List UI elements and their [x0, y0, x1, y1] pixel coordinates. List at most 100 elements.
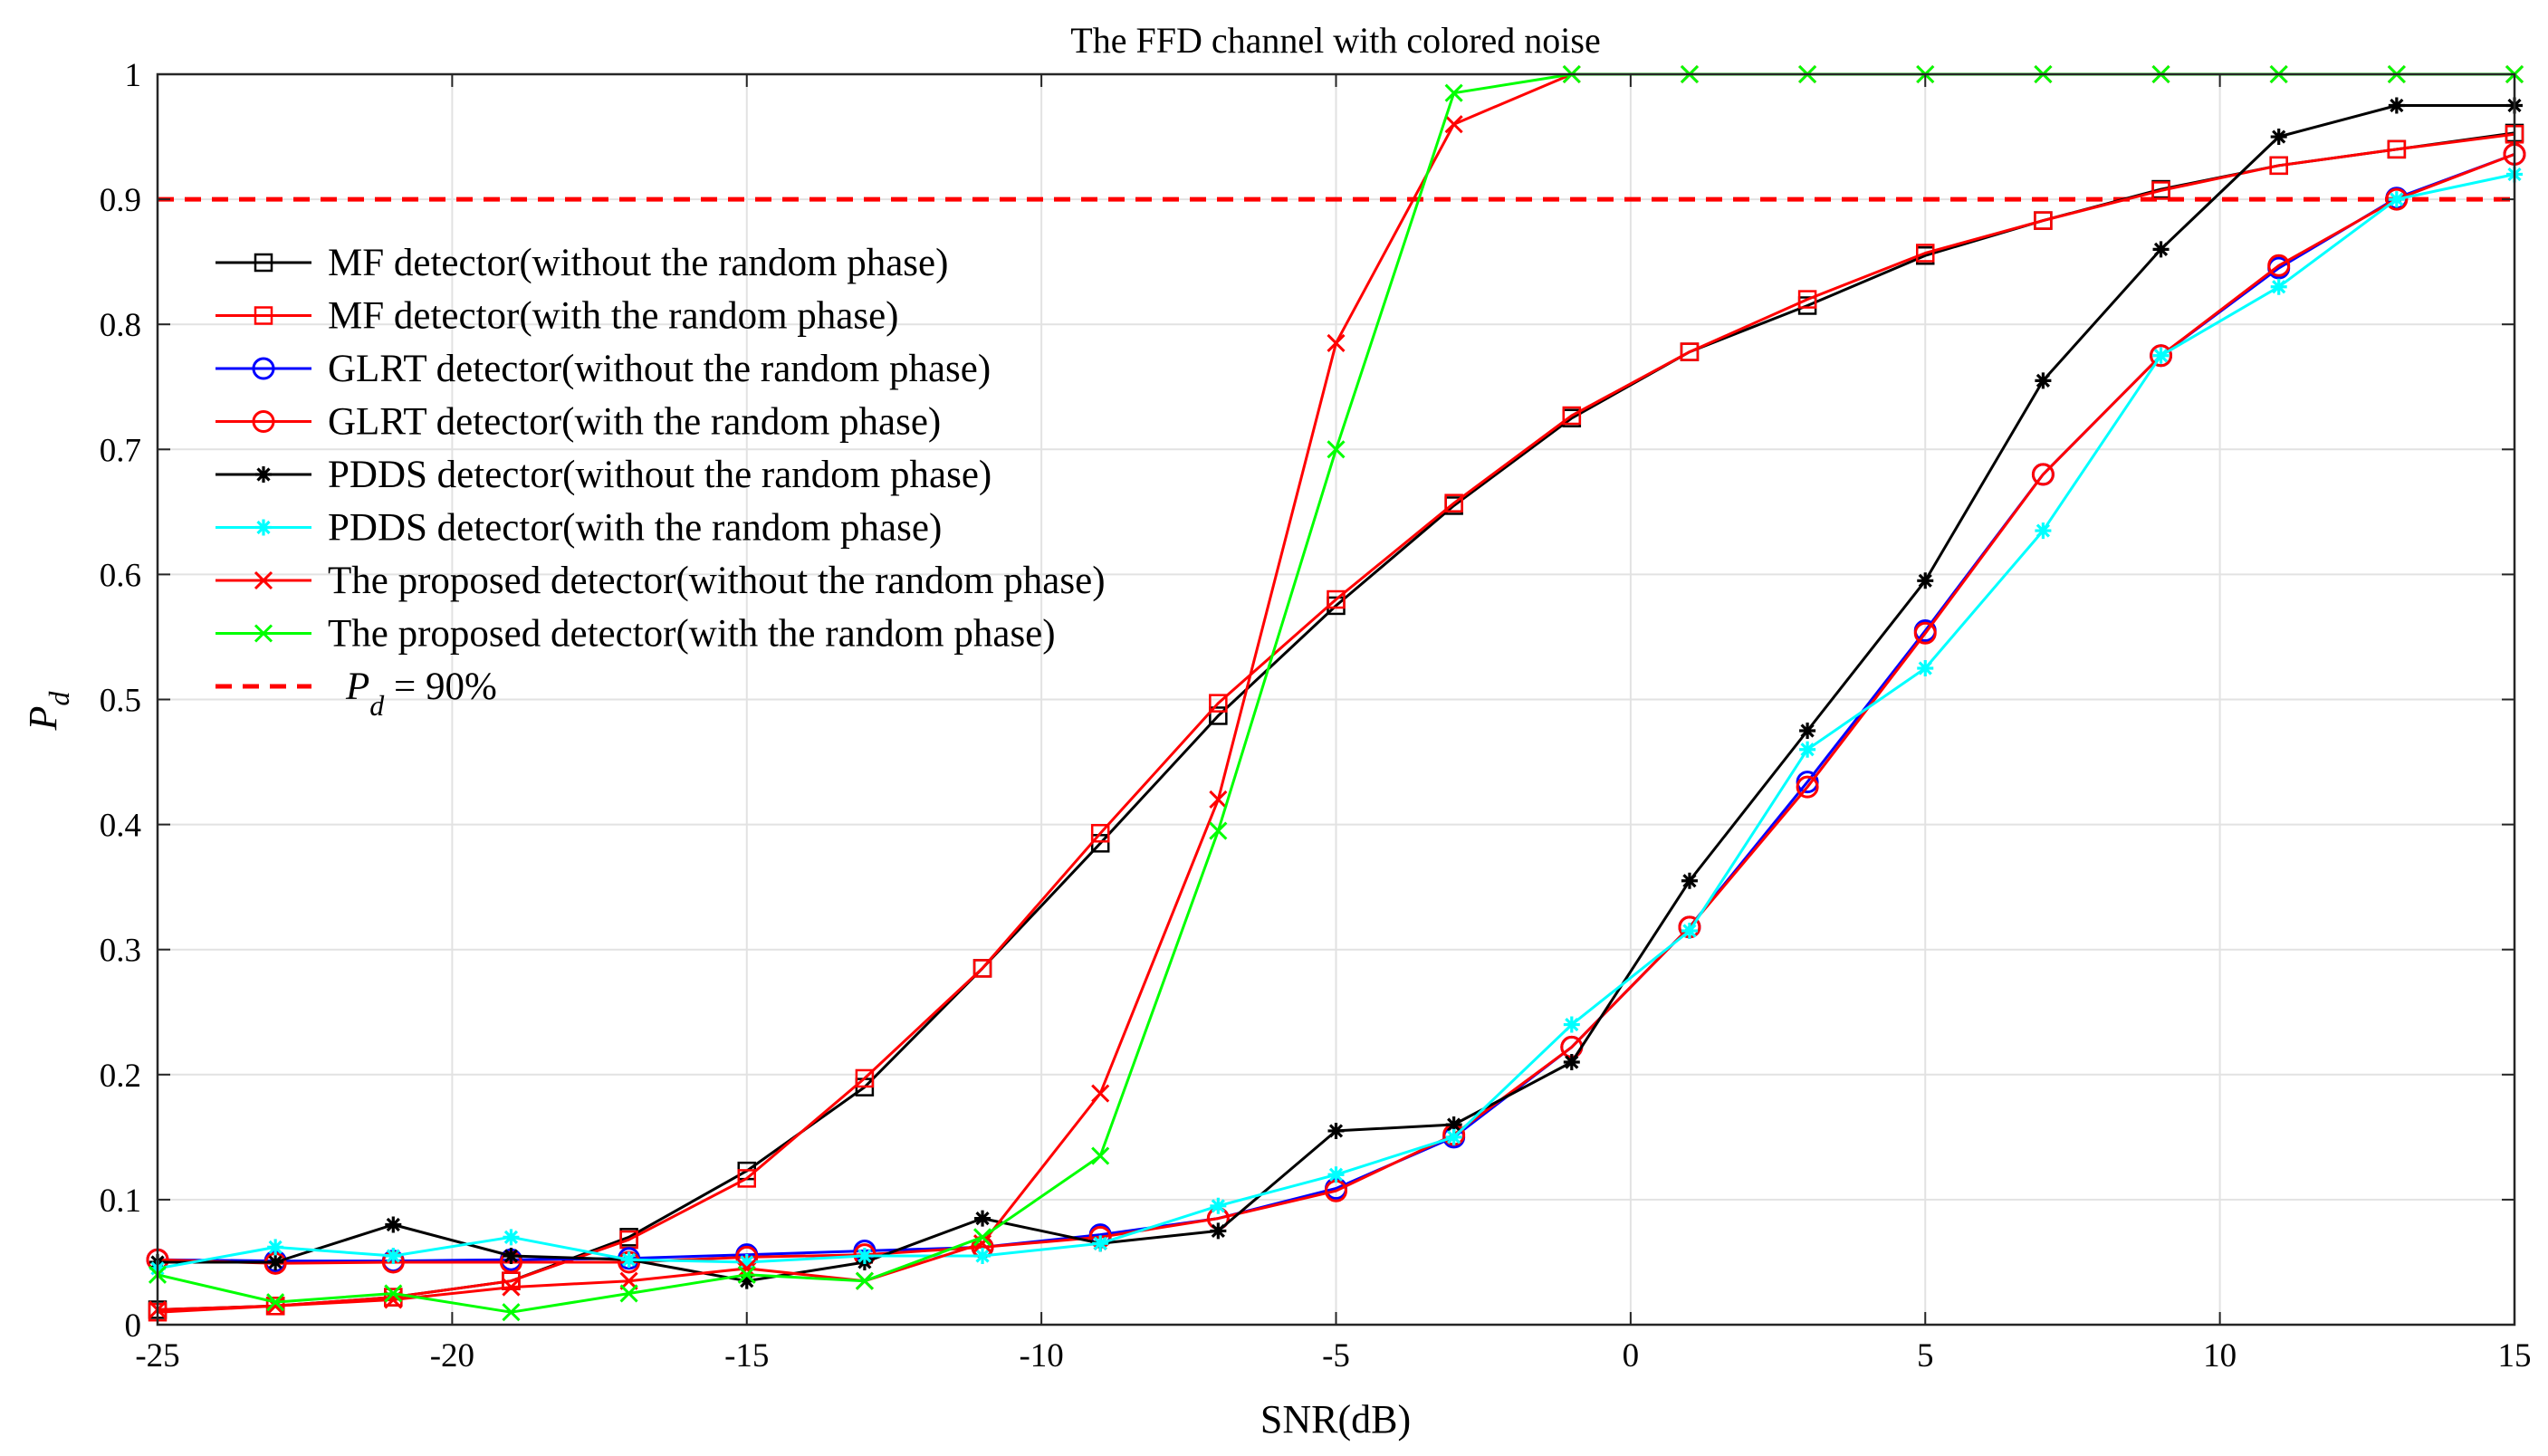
- y-tick-label: 0.9: [100, 182, 141, 219]
- svg-text:Pd: Pd: [21, 691, 75, 732]
- y-tick-label: 0.7: [100, 432, 141, 469]
- data-point: [974, 1210, 991, 1227]
- data-point: [2269, 156, 2288, 176]
- data-point: [1091, 1084, 1110, 1103]
- data-point: [1680, 342, 1700, 361]
- data-point: [2151, 181, 2170, 200]
- data-point: [1327, 440, 1346, 459]
- y-tick-label: 0.1: [100, 1183, 141, 1220]
- data-point: [1445, 1116, 1462, 1134]
- data-point: [1917, 659, 1934, 676]
- data-point: [972, 959, 992, 978]
- data-point: [2270, 278, 2287, 295]
- y-axis-label-main: P: [21, 706, 65, 732]
- data-point: [1799, 723, 1816, 740]
- data-point: [737, 1169, 756, 1188]
- data-point: [620, 1251, 637, 1269]
- series-group: [146, 64, 2526, 1322]
- x-tick-label: -5: [1322, 1337, 1350, 1375]
- y-tick-label: 0.8: [100, 307, 141, 344]
- legend-label-sub: d: [369, 689, 385, 722]
- data-point: [2270, 129, 2287, 146]
- data-point: [502, 1278, 521, 1297]
- data-point: [267, 1239, 284, 1256]
- legend-marker: [254, 253, 273, 273]
- data-point: [1444, 83, 1463, 102]
- data-point: [1327, 589, 1346, 609]
- legend-item: PDDS detector(with the random phase): [216, 507, 942, 550]
- x-tick-label: -20: [430, 1337, 474, 1375]
- legend-item-reference: Pd = 90%: [216, 666, 497, 722]
- legend-item: MF detector(with the random phase): [216, 295, 899, 338]
- legend-label-main: P: [345, 666, 369, 708]
- data-point: [385, 1216, 402, 1233]
- legend-label-rest: = 90%: [384, 666, 497, 708]
- y-tick-label: 0: [125, 1308, 142, 1345]
- data-point: [1327, 1122, 1345, 1139]
- data-point: [1327, 333, 1346, 352]
- data-point: [855, 1271, 874, 1290]
- data-point: [385, 1248, 402, 1265]
- data-point: [1796, 775, 1819, 799]
- y-axis-label: Pd: [21, 691, 75, 732]
- data-point: [503, 1229, 520, 1246]
- data-point: [2035, 372, 2052, 389]
- data-point: [1444, 115, 1463, 134]
- data-point: [2031, 463, 2055, 486]
- legend-marker: [252, 410, 275, 433]
- data-point: [2388, 191, 2405, 208]
- legend-label: MF detector(without the random phase): [328, 242, 948, 284]
- data-point: [1209, 706, 1228, 725]
- data-point: [2034, 211, 2053, 230]
- y-tick-label: 0.2: [100, 1058, 141, 1095]
- data-point: [503, 1248, 520, 1265]
- data-point: [1563, 1053, 1580, 1070]
- data-point: [1444, 493, 1463, 512]
- data-point: [1681, 922, 1698, 939]
- x-tick-label: 10: [2203, 1337, 2237, 1375]
- x-axis-label: SNR(dB): [1260, 1397, 1411, 1442]
- y-axis-label-sub: d: [43, 691, 75, 706]
- x-tick-label: -15: [724, 1337, 769, 1375]
- data-point: [2152, 347, 2170, 364]
- data-point: [2035, 522, 2052, 540]
- legend: MF detector(without the random phase) MF …: [216, 242, 1106, 722]
- legend-marker: [254, 306, 273, 325]
- legend-item: PDDS detector(without the random phase): [216, 454, 991, 496]
- data-point: [2387, 139, 2407, 159]
- data-point: [1210, 1222, 1227, 1240]
- legend-marker: [254, 624, 273, 643]
- data-point: [2150, 344, 2173, 368]
- x-tick-label: 15: [2498, 1337, 2532, 1375]
- legend-label-reference: Pd = 90%: [345, 666, 497, 722]
- data-point: [1445, 1128, 1462, 1145]
- data-point: [1209, 694, 1228, 713]
- plot-area-frame: [156, 72, 2516, 1327]
- legend-marker: [252, 357, 275, 380]
- data-point: [855, 1068, 875, 1088]
- legend-marker: [254, 570, 273, 590]
- data-point: [384, 1288, 403, 1307]
- legend-item: MF detector(without the random phase): [216, 242, 948, 284]
- data-point: [856, 1248, 873, 1265]
- x-tick-label: -25: [135, 1337, 179, 1375]
- data-point: [1799, 741, 1816, 758]
- data-point: [1209, 790, 1228, 809]
- series-line: [157, 152, 2515, 1265]
- data-point: [1917, 572, 1934, 589]
- legend-label: MF detector(with the random phase): [328, 295, 899, 338]
- data-point: [1916, 244, 1935, 263]
- data-point: [502, 1303, 521, 1322]
- data-point: [384, 1284, 403, 1303]
- axes: [156, 72, 2516, 1327]
- chart-title: The FFD channel with colored noise: [1070, 20, 1600, 61]
- x-tick-label: 5: [1917, 1337, 1934, 1375]
- y-tick-label: 0.3: [100, 933, 141, 970]
- legend-label: PDDS detector(with the random phase): [328, 507, 942, 550]
- data-point: [1681, 872, 1698, 889]
- x-tick-label: -10: [1019, 1337, 1063, 1375]
- data-point: [1562, 406, 1582, 426]
- y-tick-label: 0.5: [100, 683, 141, 720]
- y-tick-label: 0.6: [100, 557, 141, 594]
